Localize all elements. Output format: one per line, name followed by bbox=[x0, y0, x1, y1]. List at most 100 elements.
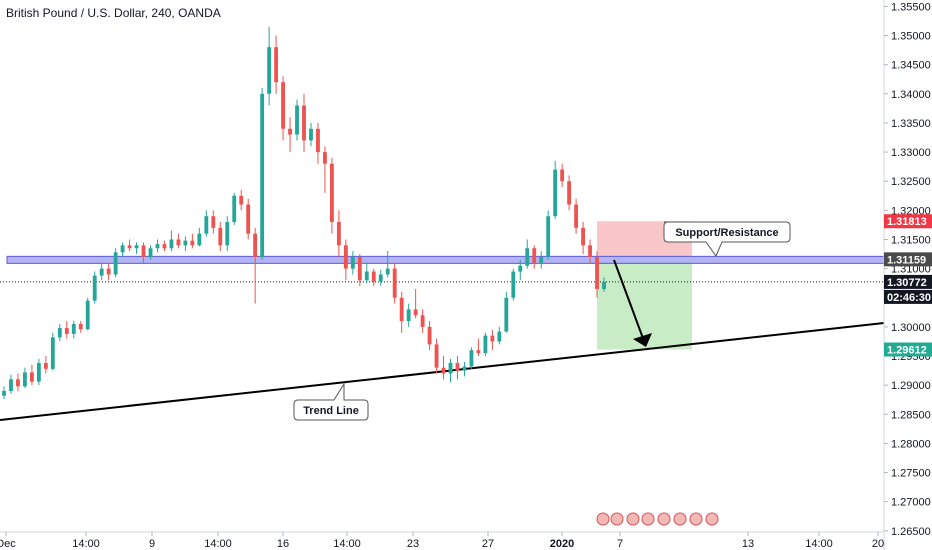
candle-body bbox=[120, 245, 125, 253]
candle-body bbox=[427, 326, 432, 345]
current-price-badge: 1.30772 bbox=[884, 274, 932, 289]
candle-body bbox=[176, 239, 181, 246]
candle bbox=[476, 338, 481, 357]
candle bbox=[588, 239, 592, 263]
candle-body bbox=[588, 245, 592, 257]
candle bbox=[274, 35, 279, 94]
event-marker bbox=[689, 512, 703, 526]
candle bbox=[64, 321, 69, 339]
time-tick-label: 20 bbox=[872, 538, 884, 550]
candle bbox=[434, 338, 439, 374]
candle-body bbox=[253, 233, 258, 257]
candle-body bbox=[43, 363, 48, 369]
time-tick-label: 16 bbox=[277, 538, 289, 550]
candle bbox=[197, 227, 202, 247]
candle-body bbox=[169, 239, 174, 249]
candle-body bbox=[323, 152, 327, 164]
price-tick-label: 1.31500 bbox=[891, 234, 931, 246]
price-tick-label: 1.28000 bbox=[891, 438, 931, 450]
candle-body bbox=[50, 337, 55, 369]
stop-price-badge-bg bbox=[884, 214, 932, 229]
candle-body bbox=[127, 245, 132, 249]
time-tick-label: 14:00 bbox=[204, 538, 232, 550]
candle-body bbox=[113, 252, 118, 275]
candle bbox=[78, 321, 83, 333]
candle bbox=[141, 242, 146, 263]
candle-body bbox=[371, 271, 376, 282]
event-marker bbox=[610, 512, 624, 526]
candle bbox=[148, 245, 153, 260]
current-price-badge-bg bbox=[884, 274, 932, 289]
candle bbox=[92, 271, 97, 304]
candle-body bbox=[36, 363, 41, 382]
candle bbox=[162, 240, 167, 252]
candle-body bbox=[448, 363, 453, 374]
candle-body bbox=[211, 216, 216, 228]
take-profit-zone bbox=[597, 259, 692, 350]
event-marker bbox=[626, 512, 640, 526]
candle bbox=[490, 329, 495, 351]
candle bbox=[2, 386, 6, 400]
candle bbox=[57, 323, 62, 342]
candle bbox=[483, 332, 488, 357]
candle bbox=[120, 242, 125, 257]
economic-events-markers bbox=[596, 512, 719, 526]
candle bbox=[329, 157, 334, 234]
candle-body bbox=[57, 328, 62, 338]
zone-price-badge-label: 1.31159 bbox=[887, 254, 926, 266]
candle bbox=[134, 242, 139, 255]
candle-body bbox=[490, 335, 495, 342]
candle bbox=[399, 291, 404, 333]
candle bbox=[420, 309, 425, 333]
candles bbox=[2, 26, 606, 400]
candle-body bbox=[204, 216, 209, 234]
candle bbox=[336, 210, 341, 257]
bar-countdown-badge: 02:46:30 bbox=[884, 289, 932, 304]
candle bbox=[183, 236, 188, 252]
trend-line-label: Trend Line bbox=[303, 405, 359, 417]
candle-body bbox=[560, 169, 565, 182]
candle-body bbox=[99, 268, 104, 276]
candle bbox=[511, 268, 516, 301]
candle bbox=[309, 122, 313, 147]
candle bbox=[448, 358, 453, 383]
candle bbox=[225, 216, 230, 252]
candle-body bbox=[420, 315, 425, 327]
price-axis: 1.35500 1.35000 1.34500 1.34000 1.33500 1.330… bbox=[883, 0, 932, 550]
candle bbox=[518, 259, 523, 281]
price-tick-label: 1.33000 bbox=[891, 147, 931, 159]
candle bbox=[9, 374, 13, 394]
candle bbox=[427, 321, 432, 351]
candle-body bbox=[141, 245, 146, 257]
event-marker bbox=[641, 512, 655, 526]
zone-price-badge-bg bbox=[884, 252, 932, 267]
target-price-badge-bg bbox=[884, 342, 932, 357]
candle bbox=[441, 356, 446, 380]
candle bbox=[371, 268, 376, 287]
candle-body bbox=[595, 256, 599, 290]
candle bbox=[113, 248, 118, 278]
price-tick-label: 1.26500 bbox=[891, 526, 931, 538]
candle-body bbox=[385, 268, 390, 275]
candle bbox=[288, 117, 292, 153]
candle-body bbox=[413, 309, 418, 316]
candle bbox=[16, 373, 20, 391]
candle-body bbox=[64, 328, 69, 334]
time-tick-label: 14:00 bbox=[333, 538, 361, 550]
candle bbox=[281, 76, 285, 141]
time-tick-label: 7 bbox=[617, 538, 623, 550]
candle-body bbox=[343, 245, 348, 269]
candle-body bbox=[197, 233, 202, 246]
candle bbox=[323, 146, 327, 193]
candle-body bbox=[162, 244, 167, 249]
candle-body bbox=[525, 248, 530, 266]
candle-body bbox=[357, 256, 362, 281]
trend-line-callout: Trend Line bbox=[293, 382, 369, 421]
reference-lines bbox=[0, 255, 885, 421]
candle-body bbox=[16, 379, 20, 387]
time-tick-label: 2020 bbox=[550, 538, 574, 550]
event-marker bbox=[705, 512, 719, 526]
forecast-arrow-head bbox=[633, 333, 652, 347]
candle-body bbox=[309, 128, 313, 141]
